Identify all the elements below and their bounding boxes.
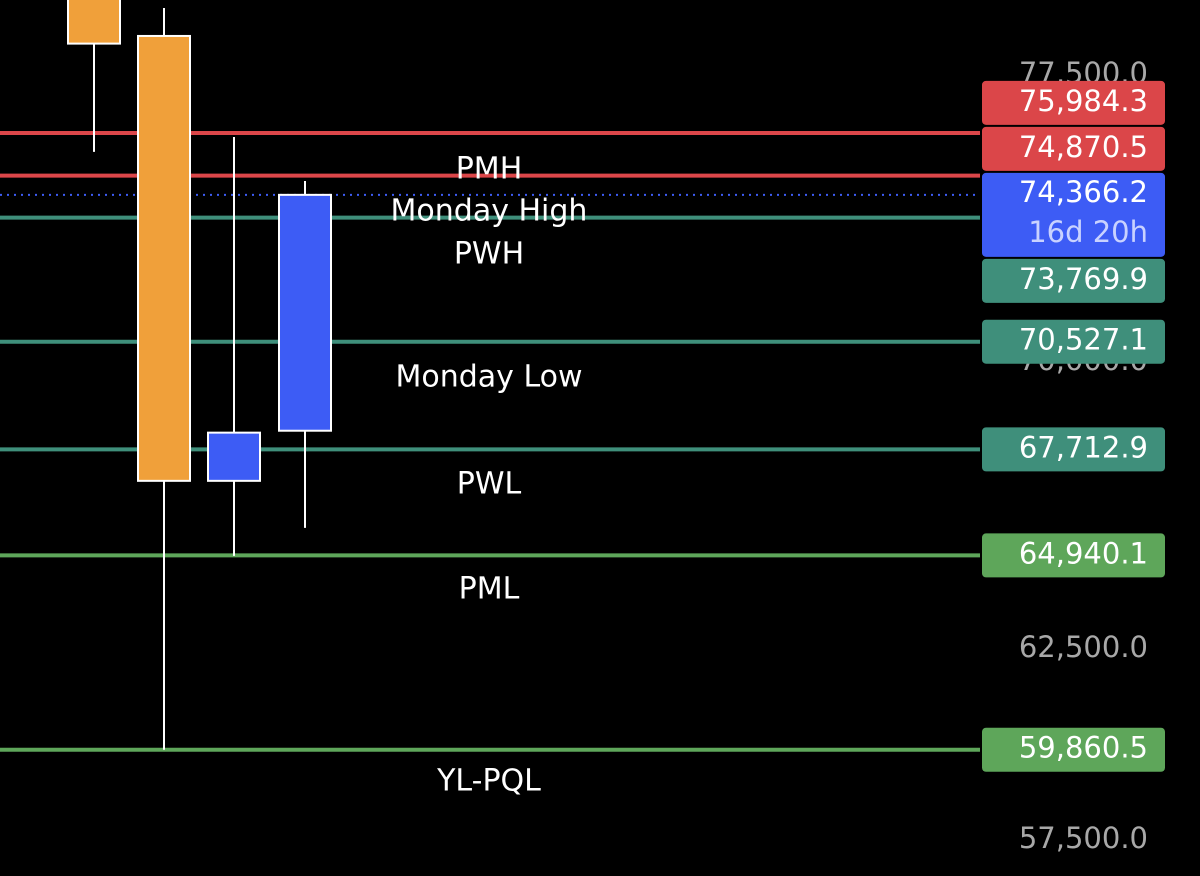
annotation: Monday Low <box>395 360 582 395</box>
annotation: Monday High <box>391 194 588 229</box>
price-label-box <box>982 533 1165 578</box>
price-label-box <box>982 319 1165 364</box>
current-price-box <box>982 172 1165 257</box>
candle-body <box>278 193 332 432</box>
price-label: 74,870.5 <box>1019 130 1148 164</box>
price-label-box <box>982 126 1165 171</box>
countdown-label: 16d 20h <box>1028 215 1148 249</box>
y-tick-label: 62,500.0 <box>1019 630 1148 664</box>
price-label: 67,712.9 <box>1019 430 1148 464</box>
price-label: 70,527.1 <box>1019 323 1148 357</box>
annotation: PML <box>459 572 520 607</box>
price-label-box <box>982 80 1165 125</box>
price-label: 75,984.3 <box>1019 84 1148 118</box>
y-tick-label: 57,500.0 <box>1019 821 1148 855</box>
annotation: PWL <box>457 467 522 502</box>
annotation: YL-PQL <box>436 764 541 799</box>
price-label-box <box>982 727 1165 772</box>
price-label-box <box>982 427 1165 472</box>
price-label: 64,940.1 <box>1019 536 1148 570</box>
annotation: PWH <box>454 237 524 272</box>
current-price-label: 74,366.2 <box>1019 175 1148 209</box>
candle-body <box>67 0 121 45</box>
price-label-box <box>982 258 1165 303</box>
candle-body <box>207 431 261 482</box>
price-label: 73,769.9 <box>1019 262 1148 296</box>
candle-body <box>137 34 191 482</box>
price-label: 59,860.5 <box>1019 731 1148 765</box>
annotation: PMH <box>456 152 523 187</box>
